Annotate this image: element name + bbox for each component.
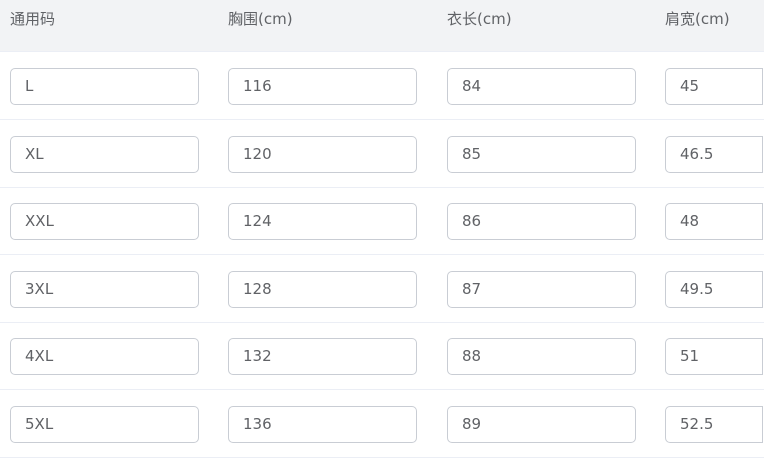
shoulder-input[interactable]: 52.5	[665, 405, 763, 443]
table-row: XL 120 85 46.5	[0, 121, 764, 188]
shoulder-input[interactable]: 46.5	[665, 135, 763, 173]
chest-input[interactable]: 136	[228, 405, 417, 443]
length-input[interactable]: 86	[447, 203, 636, 240]
shoulder-input[interactable]: 48	[665, 203, 763, 240]
shoulder-input[interactable]: 45	[665, 68, 763, 105]
length-input[interactable]: 87	[447, 270, 636, 308]
column-header-chest: 胸围(cm)	[228, 10, 293, 28]
table-row: 5XL 136 89 52.5	[0, 391, 764, 458]
length-input[interactable]: 89	[447, 405, 636, 443]
table-row: L 116 84 45	[0, 53, 764, 120]
size-input[interactable]: XL	[10, 135, 199, 173]
chest-input[interactable]: 132	[228, 338, 417, 375]
length-input[interactable]: 88	[447, 338, 636, 375]
size-input[interactable]: L	[10, 68, 199, 105]
table-row: XXL 124 86 48	[0, 188, 764, 255]
table-row: 3XL 128 87 49.5	[0, 256, 764, 323]
shoulder-input[interactable]: 49.5	[665, 270, 763, 308]
table-header: 通用码 胸围(cm) 衣长(cm) 肩宽(cm)	[0, 0, 764, 52]
size-input[interactable]: XXL	[10, 203, 199, 240]
size-input[interactable]: 3XL	[10, 270, 199, 308]
length-input[interactable]: 84	[447, 68, 636, 105]
chest-input[interactable]: 128	[228, 270, 417, 308]
column-header-length: 衣长(cm)	[447, 10, 512, 28]
size-input[interactable]: 4XL	[10, 338, 199, 375]
chest-input[interactable]: 120	[228, 135, 417, 173]
length-input[interactable]: 85	[447, 135, 636, 173]
chest-input[interactable]: 124	[228, 203, 417, 240]
table-row: 4XL 132 88 51	[0, 323, 764, 390]
chest-input[interactable]: 116	[228, 68, 417, 105]
column-header-size: 通用码	[10, 10, 56, 28]
shoulder-input[interactable]: 51	[665, 338, 763, 375]
size-input[interactable]: 5XL	[10, 405, 199, 443]
column-header-shoulder: 肩宽(cm)	[665, 10, 730, 28]
